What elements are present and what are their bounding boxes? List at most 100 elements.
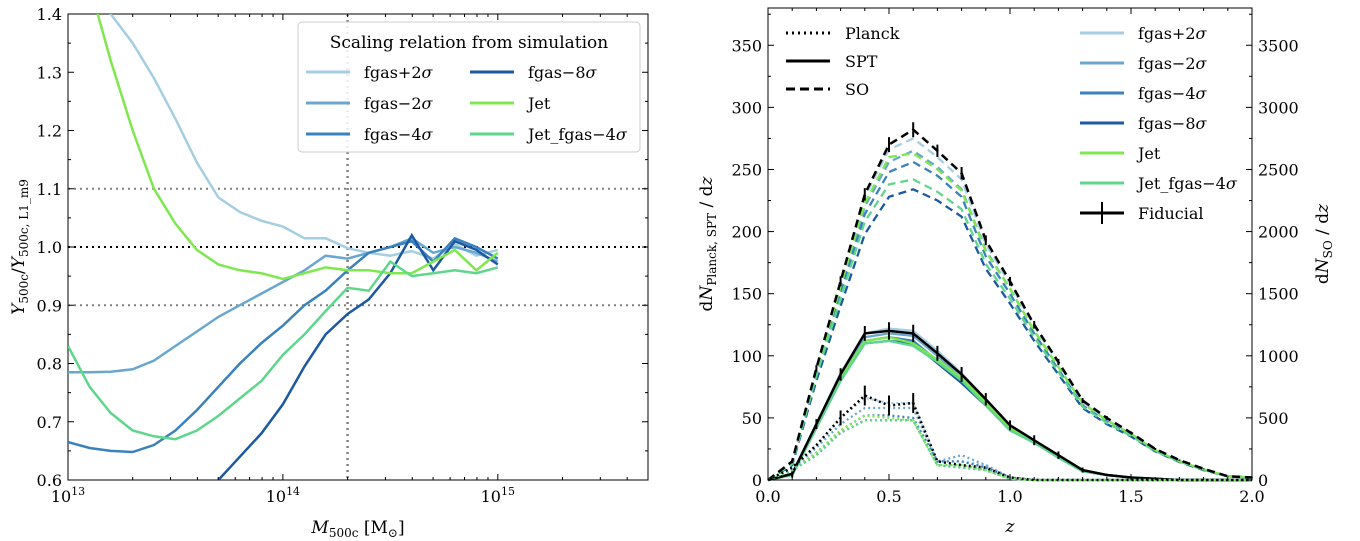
left-ytick-label: 0.7 xyxy=(37,413,62,432)
right-planck-fgasplus2sigma xyxy=(767,396,1252,482)
left-series-group xyxy=(68,14,499,480)
left-y-axis-label: Y500c/Y500c, L1_m9 xyxy=(9,179,31,315)
right-legend-model-label: fgas+2σ xyxy=(1138,24,1208,43)
right-y2tick-label: 500 xyxy=(1258,409,1289,428)
left-series-jet xyxy=(96,14,499,281)
right-y2tick-label: 1500 xyxy=(1258,285,1299,304)
right-spt-fiducial xyxy=(767,329,1252,482)
right-chart: 0501001502002503003500500100015002000250… xyxy=(697,7,1335,537)
left-legend-title: Scaling relation from simulation xyxy=(330,33,609,53)
right-y2tick-label: 1000 xyxy=(1258,347,1299,366)
left-legend-entry-fgasminus2sigma: fgas−2σ xyxy=(306,94,434,113)
right-legend-model-label: fgas−8σ xyxy=(1138,114,1208,133)
right-legend-style-label: SPT xyxy=(845,52,878,71)
right-legend-model-fgasminus4sigma: fgas−4σ xyxy=(1080,84,1208,103)
right-so-jet-fgasminus4sigma xyxy=(767,178,1253,481)
right-legend-model-label: Jet xyxy=(1136,144,1161,163)
left-x-axis-label: M500c [M⊙] xyxy=(310,518,404,540)
right-legend-style-planck: Planck xyxy=(786,24,900,43)
left-legend-label: fgas−2σ xyxy=(364,94,434,113)
left-series-fgasminus4sigma xyxy=(68,236,499,454)
right-spt-fgasplus2sigma xyxy=(767,327,1252,482)
left-xtick-label: 1013 xyxy=(51,485,85,506)
left-legend-entry-fgasminus8sigma: fgas−8σ xyxy=(470,63,598,82)
left-ytick-label: 1.3 xyxy=(37,63,62,82)
right-spt-fgasminus4sigma xyxy=(767,336,1252,482)
right-legend-model-label: fgas−4σ xyxy=(1138,84,1208,103)
left-reference-lines xyxy=(68,14,648,480)
right-legend-model-fgasplus2sigma: fgas+2σ xyxy=(1080,24,1208,43)
left-ytick-label: 0.6 xyxy=(37,471,62,490)
right-axis-ticks: 0501001502002503003500500100015002000250… xyxy=(731,8,1299,506)
left-legend-entry-fgasplus2sigma: fgas+2σ xyxy=(306,63,434,82)
left-ytick-label: 1.0 xyxy=(37,238,62,257)
right-spt-jet xyxy=(767,336,1252,482)
right-ytick-label: 150 xyxy=(731,285,762,304)
right-legend-style-label: Planck xyxy=(845,24,900,43)
right-ytick-label: 50 xyxy=(742,409,762,428)
left-ytick-label: 1.4 xyxy=(37,5,62,24)
right-legend-model-label: fgas−2σ xyxy=(1138,54,1208,73)
right-series-group xyxy=(767,122,1253,482)
right-legend-style-label: SO xyxy=(845,80,869,99)
left-legend-label: fgas+2σ xyxy=(364,63,434,82)
left-legend-entries: fgas+2σ fgas−2σ fgas−4σ fgas−8σ Jet Jet_fgas−… xyxy=(306,63,628,144)
left-xtick-label: 1015 xyxy=(481,485,515,506)
left-series-fgasminus8sigma xyxy=(217,232,499,480)
right-legend-model-jet: Jet xyxy=(1080,144,1161,163)
left-ytick-label: 0.8 xyxy=(37,355,62,374)
right-legend-model-fgasminus2sigma: fgas−2σ xyxy=(1080,54,1208,73)
right-y2tick-label: 3500 xyxy=(1258,36,1299,55)
right-xtick-label: 2.0 xyxy=(1239,487,1264,506)
right-legend-model-fiducial: Fiducial xyxy=(1080,202,1204,224)
right-ytick-label: 100 xyxy=(731,347,762,366)
right-legend-model-fgasminus8sigma: fgas−8σ xyxy=(1080,114,1208,133)
left-legend-box xyxy=(297,21,641,153)
left-legend: Scaling relation from simulation fgas+2σ… xyxy=(297,21,641,153)
right-xtick-label: 0.5 xyxy=(876,487,901,506)
left-legend-entry-jet: Jet xyxy=(470,94,551,113)
right-legend-model-label: Jet_fgas−4σ xyxy=(1136,174,1238,193)
left-legend-label: fgas−8σ xyxy=(528,63,598,82)
left-legend-entry-fgasminus4sigma: fgas−4σ xyxy=(306,125,434,144)
right-legend-style-spt: SPT xyxy=(786,52,878,71)
right-legend-style-so: SO xyxy=(786,80,869,99)
right-plot-frame xyxy=(767,7,1253,481)
right-xtick-label: 0.0 xyxy=(755,487,780,506)
left-legend-entry-jet-fgasminus4sigma: Jet_fgas−4σ xyxy=(470,125,628,144)
right-y2-axis-label: dNSO / dz xyxy=(1313,203,1335,284)
right-y-axis-label: dNPlanck, SPT / dz xyxy=(697,176,719,312)
left-legend-label: fgas−4σ xyxy=(364,125,434,144)
right-ytick-label: 250 xyxy=(731,160,762,179)
right-planck-jet-fgasminus4sigma xyxy=(767,419,1252,482)
right-legend-model-label: Fiducial xyxy=(1138,204,1204,223)
left-series-jet-fgasminus4sigma xyxy=(68,259,499,441)
right-ytick-label: 350 xyxy=(731,36,762,55)
right-x-axis-label: z xyxy=(1005,517,1016,537)
right-xtick-label: 1.5 xyxy=(1118,487,1143,506)
left-legend-label: Jet_fgas−4σ xyxy=(526,125,628,144)
left-ytick-label: 0.9 xyxy=(37,296,62,315)
right-y2tick-label: 2000 xyxy=(1258,223,1299,242)
right-legend-styles: Planck SPT SO xyxy=(786,24,900,99)
left-legend-label: Jet xyxy=(526,94,551,113)
right-y2tick-label: 3000 xyxy=(1258,98,1299,117)
right-y2tick-label: 2500 xyxy=(1258,160,1299,179)
right-ytick-label: 200 xyxy=(731,223,762,242)
right-planck-fiducial xyxy=(767,394,1252,482)
right-y2tick-label: 0 xyxy=(1258,471,1268,490)
right-xtick-label: 1.0 xyxy=(997,487,1022,506)
left-axis-ticks: 0.6 0.7 0.8 0.9 1.0 1.1 1.2 1.3 1.4 1013 1014 1015 xyxy=(37,5,649,506)
right-legend-model-jet-fgasminus4sigma: Jet_fgas−4σ xyxy=(1080,174,1238,193)
right-so-fgasminus8sigma xyxy=(767,188,1253,481)
right-ytick-label: 300 xyxy=(731,98,762,117)
left-ytick-label: 1.2 xyxy=(37,122,62,141)
left-series-fgasminus2sigma xyxy=(68,236,499,374)
right-spt-fgasminus2sigma xyxy=(767,332,1252,482)
left-ytick-label: 1.1 xyxy=(37,180,62,199)
left-xtick-label: 1014 xyxy=(266,485,300,506)
right-legend-models: fgas+2σ fgas−2σ fgas−4σ fgas−8σ Jet Jet_fgas−… xyxy=(1080,24,1238,224)
right-ytick-label: 0 xyxy=(752,471,762,490)
